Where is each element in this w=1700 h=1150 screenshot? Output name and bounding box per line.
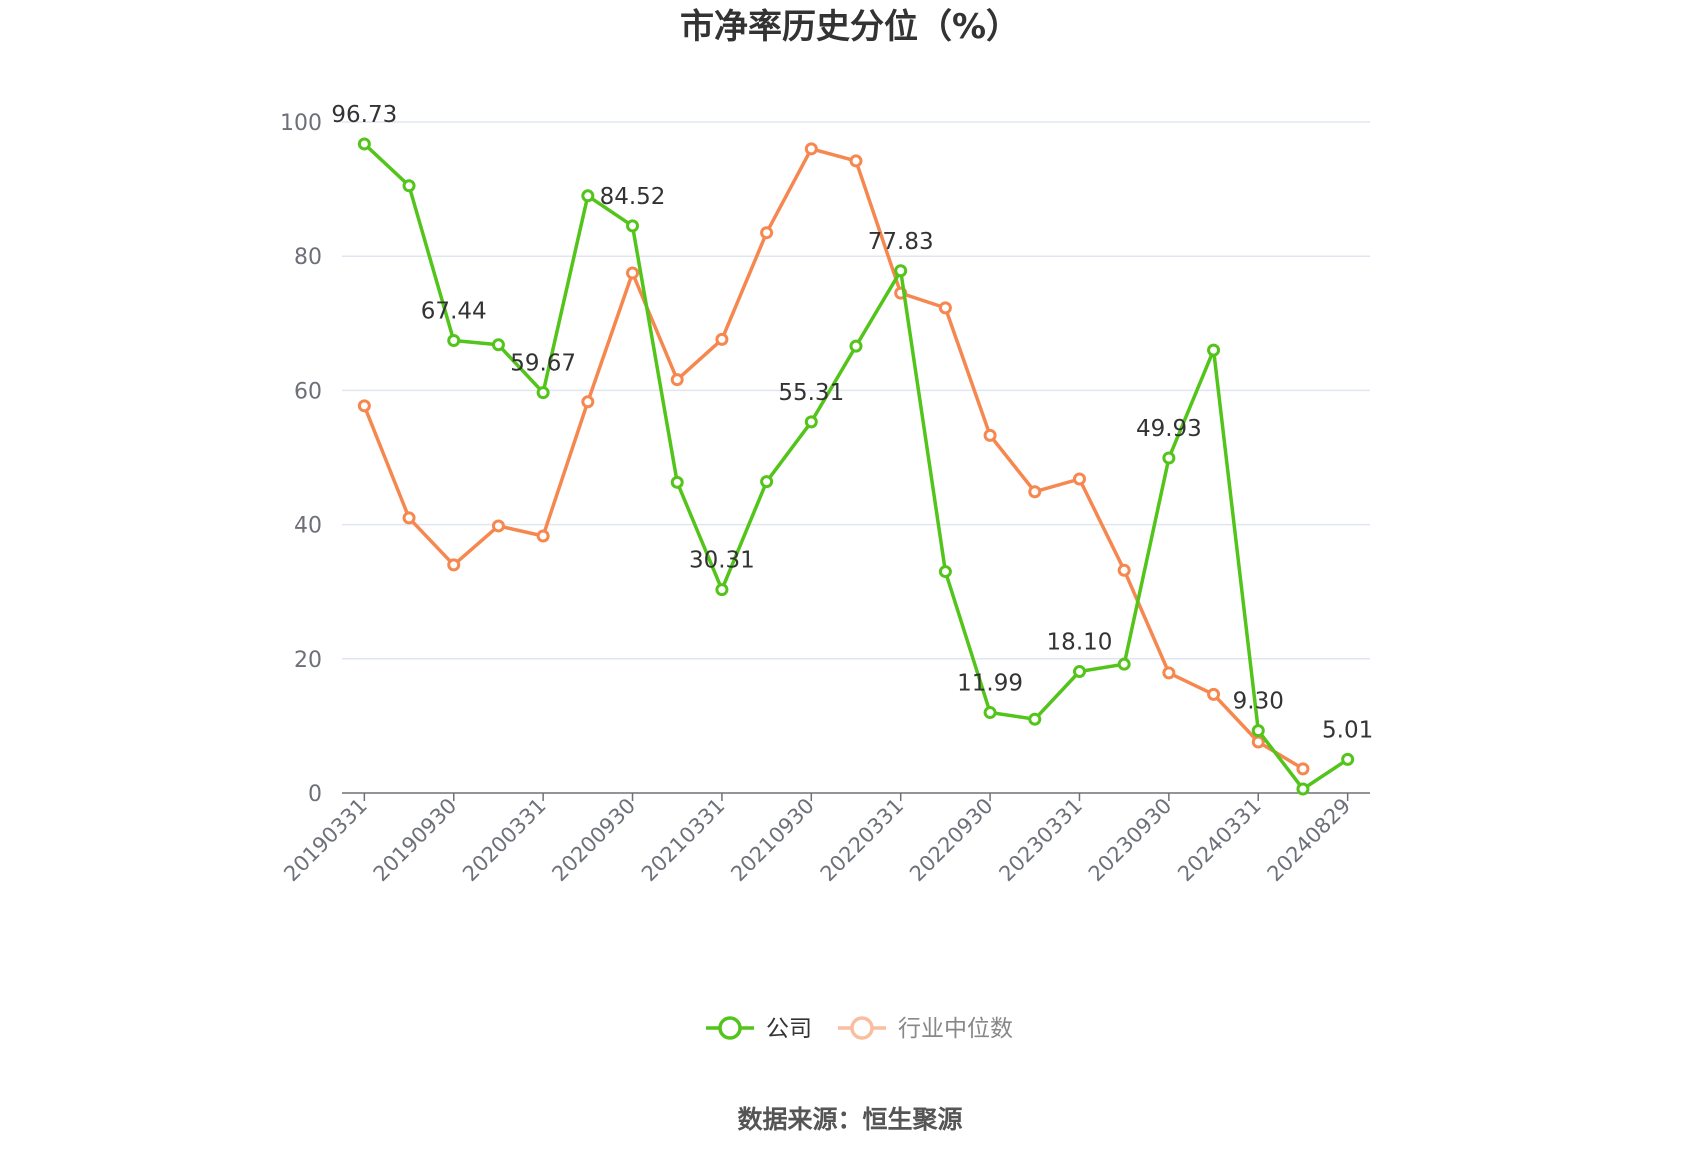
data-point[interactable] bbox=[938, 565, 952, 579]
y-tick-label: 60 bbox=[294, 379, 322, 404]
data-point[interactable] bbox=[536, 529, 550, 543]
y-tick-label: 80 bbox=[294, 245, 322, 270]
data-point[interactable] bbox=[626, 266, 640, 280]
x-tick-label: 20190930 bbox=[369, 794, 462, 887]
data-point[interactable] bbox=[1251, 735, 1265, 749]
data-point[interactable] bbox=[760, 475, 774, 489]
data-point[interactable] bbox=[1162, 451, 1176, 465]
grid bbox=[342, 121, 1370, 660]
data-point[interactable] bbox=[715, 583, 729, 597]
data-label: 77.83 bbox=[868, 229, 934, 255]
data-point[interactable] bbox=[670, 373, 684, 387]
x-tick-label: 20220331 bbox=[816, 794, 909, 887]
data-label: 9.30 bbox=[1233, 689, 1284, 715]
series-line bbox=[363, 142, 1349, 791]
legend-marker bbox=[850, 1016, 874, 1040]
data-label: 30.31 bbox=[689, 548, 755, 574]
data-point[interactable] bbox=[1341, 752, 1355, 766]
data-point[interactable] bbox=[1207, 687, 1221, 701]
data-label: 18.10 bbox=[1047, 630, 1113, 656]
data-point[interactable] bbox=[491, 338, 505, 352]
data-source: 数据来源：恒生聚源 bbox=[737, 1105, 962, 1134]
data-point[interactable] bbox=[938, 301, 952, 315]
data-point[interactable] bbox=[849, 154, 863, 168]
data-label: 59.67 bbox=[510, 351, 576, 377]
data-point[interactable] bbox=[894, 264, 908, 278]
data-point[interactable] bbox=[715, 332, 729, 346]
data-point[interactable] bbox=[1296, 762, 1310, 776]
data-label: 55.31 bbox=[778, 380, 844, 406]
data-point[interactable] bbox=[1072, 472, 1086, 486]
data-label: 84.52 bbox=[600, 184, 666, 210]
data-point[interactable] bbox=[1207, 343, 1221, 357]
data-point[interactable] bbox=[1117, 563, 1131, 577]
series-0: 96.73 67.44 59.67 84.52 30.31 55.31 77.83 11.99… bbox=[331, 102, 1373, 796]
data-point[interactable] bbox=[447, 558, 461, 572]
legend-item-1[interactable]: 行业中位数 bbox=[838, 1016, 1013, 1042]
data-point[interactable] bbox=[804, 142, 818, 156]
x-tick-label: 20190331 bbox=[279, 794, 372, 887]
data-point[interactable] bbox=[983, 706, 997, 720]
data-point[interactable] bbox=[1296, 782, 1310, 796]
data-point[interactable] bbox=[491, 519, 505, 533]
data-point[interactable] bbox=[581, 395, 595, 409]
x-tick-label: 20240331 bbox=[1173, 794, 1266, 887]
x-tick-label: 20210930 bbox=[726, 794, 819, 887]
series-line bbox=[362, 147, 1304, 771]
data-point[interactable] bbox=[1072, 665, 1086, 679]
x-tick-label: 20230331 bbox=[994, 794, 1087, 887]
y-tick-label: 40 bbox=[294, 514, 322, 539]
data-label: 96.73 bbox=[331, 102, 397, 128]
data-point[interactable] bbox=[849, 339, 863, 353]
x-tick-label: 20240829 bbox=[1263, 794, 1356, 887]
data-label: 5.01 bbox=[1322, 717, 1373, 743]
data-point[interactable] bbox=[357, 137, 371, 151]
legend-item-0[interactable]: 公司 bbox=[706, 1016, 812, 1042]
data-point[interactable] bbox=[402, 179, 416, 193]
legend-marker bbox=[718, 1016, 742, 1040]
legend-label: 行业中位数 bbox=[898, 1016, 1013, 1042]
legend-label: 公司 bbox=[766, 1016, 812, 1042]
x-tick-label: 20200930 bbox=[548, 794, 641, 887]
data-label: 11.99 bbox=[957, 671, 1023, 697]
data-point[interactable] bbox=[670, 475, 684, 489]
axes: 0 20 40 60 80 100 2019033120190930202003312020… bbox=[279, 111, 1370, 886]
data-point[interactable] bbox=[1162, 666, 1176, 680]
y-tick-label: 0 bbox=[308, 782, 322, 807]
data-point[interactable] bbox=[402, 511, 416, 525]
data-label: 49.93 bbox=[1136, 416, 1202, 442]
data-point[interactable] bbox=[804, 415, 818, 429]
data-point[interactable] bbox=[581, 189, 595, 203]
series-1 bbox=[357, 142, 1310, 776]
series-layer: 96.73 67.44 59.67 84.52 30.31 55.31 77.83 11.99… bbox=[331, 102, 1373, 796]
x-tick-label: 20230930 bbox=[1084, 794, 1177, 887]
y-tick-label: 20 bbox=[294, 648, 322, 673]
data-point[interactable] bbox=[357, 399, 371, 413]
x-tick-label: 20210331 bbox=[637, 794, 730, 887]
data-point[interactable] bbox=[1028, 485, 1042, 499]
x-tick-label: 20200331 bbox=[458, 794, 551, 887]
y-tick-label: 100 bbox=[280, 111, 322, 136]
data-point[interactable] bbox=[1117, 657, 1131, 671]
data-label: 67.44 bbox=[421, 298, 487, 324]
data-point[interactable] bbox=[760, 226, 774, 240]
data-point[interactable] bbox=[626, 219, 640, 233]
data-point[interactable] bbox=[983, 428, 997, 442]
data-point[interactable] bbox=[1028, 712, 1042, 726]
data-point[interactable] bbox=[1251, 724, 1265, 738]
legend[interactable]: 公司 行业中位数 bbox=[706, 1016, 1013, 1042]
chart-title: 市净率历史分位（%） bbox=[680, 7, 1020, 47]
x-tick-label: 20220930 bbox=[905, 794, 998, 887]
data-point[interactable] bbox=[447, 333, 461, 347]
data-point[interactable] bbox=[536, 386, 550, 400]
